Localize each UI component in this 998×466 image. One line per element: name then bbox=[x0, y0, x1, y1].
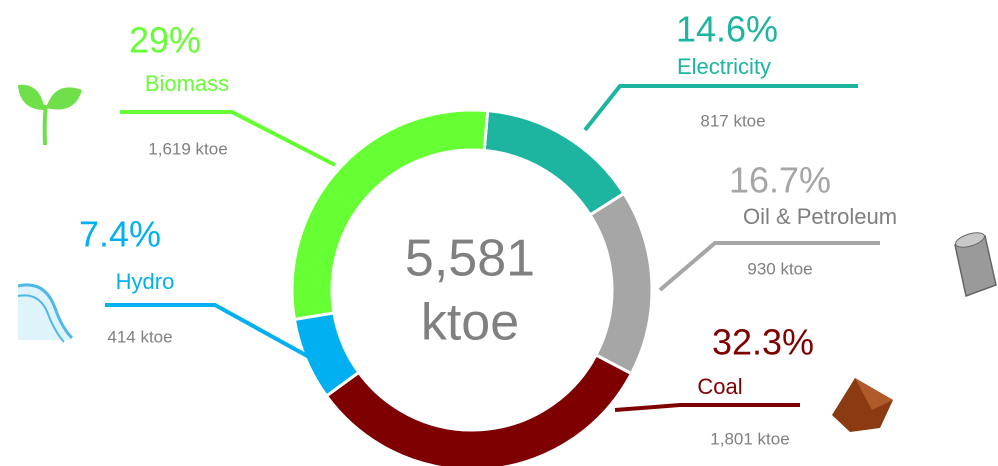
value-label: 32.3% bbox=[712, 322, 814, 363]
leader-line bbox=[120, 110, 336, 167]
amount-label: 414 ktoe bbox=[107, 327, 172, 346]
leader-line bbox=[614, 403, 800, 412]
value-label: 7.4% bbox=[79, 214, 161, 255]
icon-coal bbox=[832, 378, 893, 432]
donut-segment bbox=[482, 109, 626, 217]
category-label: Hydro bbox=[116, 269, 175, 294]
amount-label: 1,619 ktoe bbox=[148, 139, 227, 158]
leader-line bbox=[105, 303, 321, 365]
category-label: Biomass bbox=[145, 71, 229, 96]
value-label: 14.6% bbox=[676, 9, 778, 50]
value-label: 29% bbox=[129, 20, 201, 61]
center-unit: ktoe bbox=[421, 294, 519, 352]
donut-segment bbox=[588, 191, 654, 376]
category-label: Oil & Petroleum bbox=[743, 204, 897, 229]
category-label: Coal bbox=[697, 374, 742, 399]
category-label: Electricity bbox=[677, 54, 771, 79]
amount-label: 1,801 ktoe bbox=[710, 429, 789, 448]
leader-line bbox=[658, 241, 880, 292]
center-label: 5,581 bbox=[405, 230, 535, 288]
leader-line bbox=[583, 84, 858, 132]
icon-barrel bbox=[954, 232, 997, 298]
value-label: 16.7% bbox=[729, 160, 831, 201]
icon-dam bbox=[17, 283, 74, 343]
donut-segment bbox=[290, 108, 490, 322]
icon-sprout bbox=[18, 84, 82, 146]
amount-label: 930 ktoe bbox=[747, 259, 812, 278]
donut-segment bbox=[324, 353, 634, 466]
amount-label: 817 ktoe bbox=[700, 111, 765, 130]
